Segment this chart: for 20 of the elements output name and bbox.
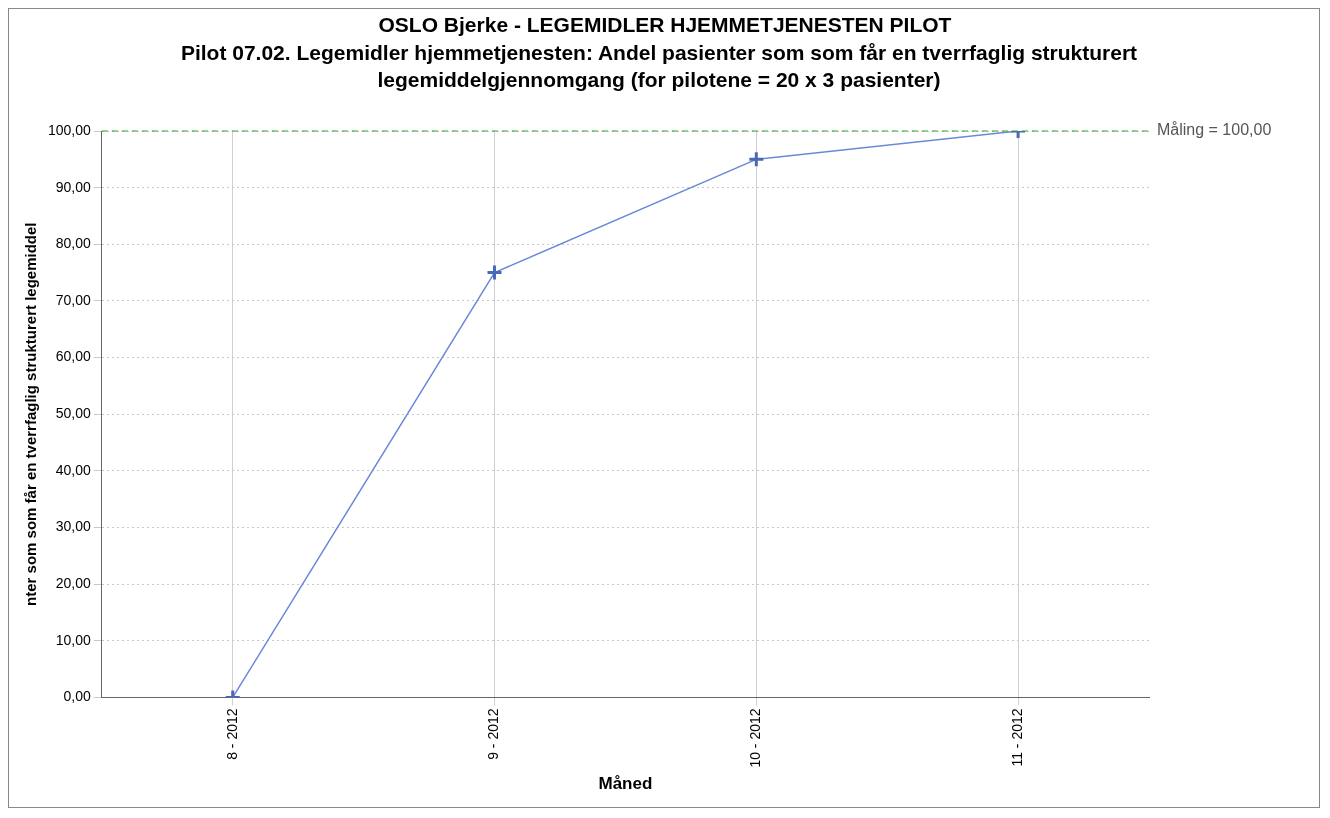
y-tick-label: 20,00 xyxy=(55,575,92,592)
y-tick-label: 80,00 xyxy=(55,235,92,252)
x-tick-label: 8 - 2012 xyxy=(223,708,240,760)
x-tick-label: 10 - 2012 xyxy=(747,708,764,768)
y-tick-label: 90,00 xyxy=(55,178,92,195)
y-tick-label: 100,00 xyxy=(47,121,92,138)
x-axis-title: Måned xyxy=(598,774,653,794)
chart-title: OSLO Bjerke - LEGEMIDLER HJEMMETJENESTEN PILOT xyxy=(377,13,953,37)
y-tick-label: 40,00 xyxy=(55,461,92,478)
x-tick-label: 9 - 2012 xyxy=(485,708,502,760)
y-tick-label: 30,00 xyxy=(55,518,92,535)
chart-subtitle: Pilot 07.02. Legemidler hjemmetjenesten: Andel pasienter som som får en tverrfaglig strukturert legemiddelgjennomgang (for pilotene = 20 x 3 pasienter) xyxy=(179,40,1139,93)
y-tick-label: 10,00 xyxy=(55,631,92,648)
y-tick-label: 50,00 xyxy=(55,405,92,422)
y-axis-title: nter som som får en tverrfaglig strukturert legemiddel xyxy=(22,222,40,606)
y-tick-label: 60,00 xyxy=(55,348,92,365)
y-tick-label: 70,00 xyxy=(55,291,92,308)
ref-line-label: Måling = 100,00 xyxy=(1157,121,1272,139)
x-tick-label: 11 - 2012 xyxy=(1008,708,1025,767)
y-tick-label: 0,00 xyxy=(63,688,92,705)
